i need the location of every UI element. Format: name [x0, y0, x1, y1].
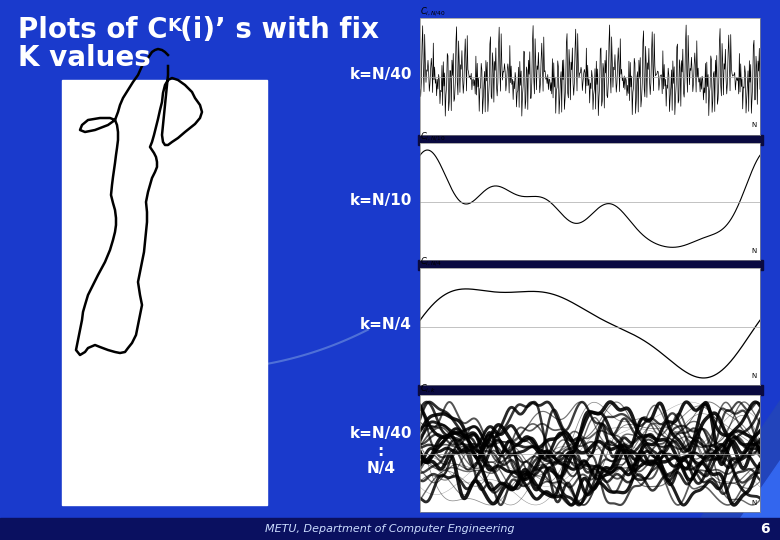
Text: $C_{i,k}$: $C_{i,k}$ — [420, 383, 436, 395]
Text: (i)’ s with fix: (i)’ s with fix — [180, 16, 379, 44]
Bar — [0, 518, 780, 540]
Polygon shape — [740, 460, 780, 518]
Text: N: N — [751, 373, 757, 379]
Text: K values: K values — [18, 44, 151, 72]
Text: K: K — [167, 17, 181, 35]
Text: N: N — [751, 500, 757, 506]
Text: k=N/40
:
N/4: k=N/40 : N/4 — [349, 426, 412, 476]
Text: k=N/10: k=N/10 — [349, 192, 412, 207]
Text: N: N — [751, 248, 757, 254]
Bar — [418, 135, 763, 145]
Bar — [62, 80, 267, 505]
Text: $C_{i,N/40}$: $C_{i,N/40}$ — [420, 5, 446, 18]
Text: $C_{i,N/10}$: $C_{i,N/10}$ — [420, 130, 446, 143]
Bar — [418, 260, 763, 270]
Polygon shape — [700, 400, 780, 518]
Text: k=N/4: k=N/4 — [360, 318, 412, 333]
Text: N: N — [751, 122, 757, 128]
Text: Plots of C: Plots of C — [18, 16, 168, 44]
Text: k=N/40: k=N/40 — [349, 68, 412, 83]
Text: 6: 6 — [760, 522, 770, 536]
Text: $C_{i,N/4}$: $C_{i,N/4}$ — [420, 255, 442, 268]
Text: METU, Department of Computer Engineering: METU, Department of Computer Engineering — [265, 524, 515, 534]
Bar — [418, 385, 763, 395]
